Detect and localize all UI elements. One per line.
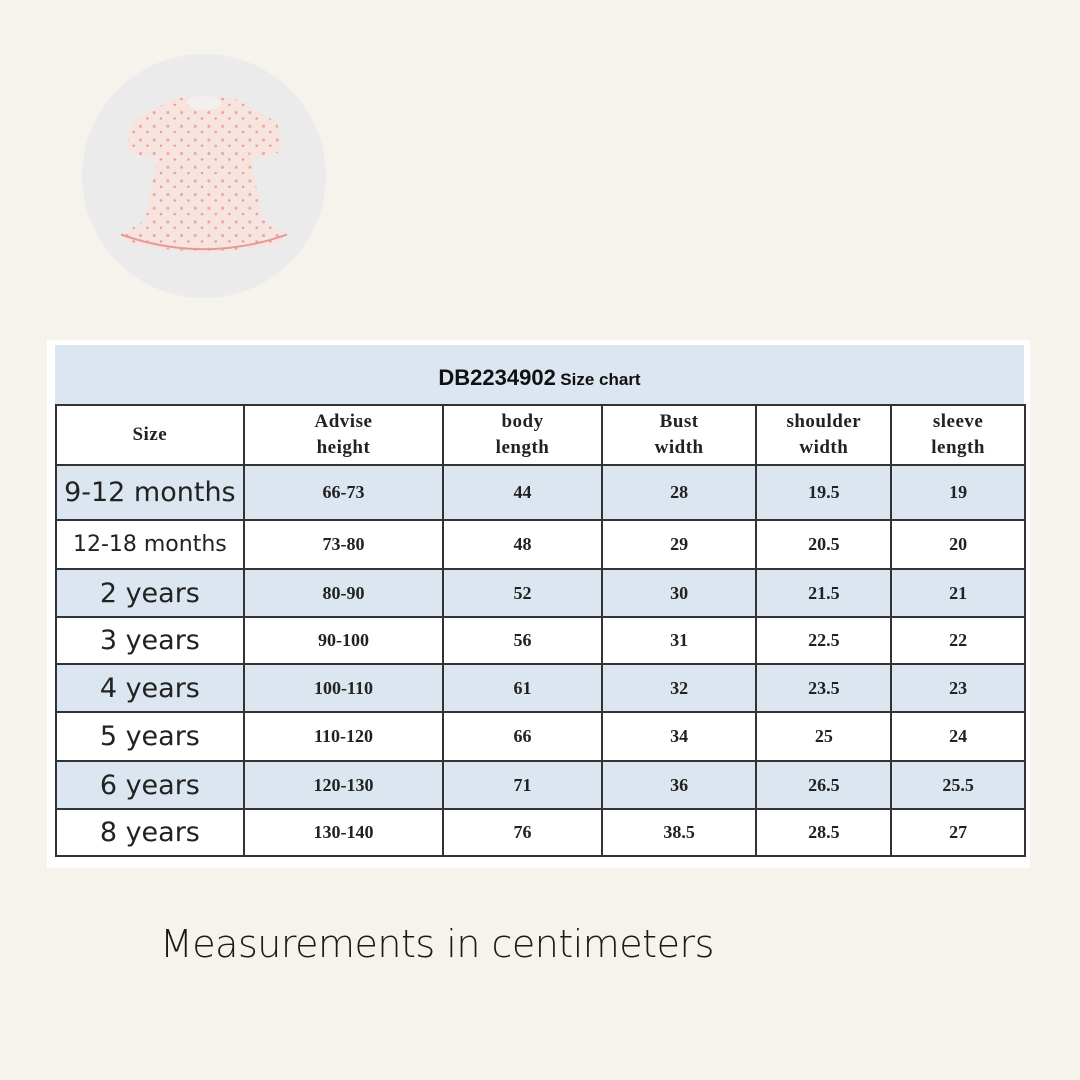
- size-cell: 4 years: [55, 663, 245, 713]
- column-header: sleeve length: [890, 404, 1026, 466]
- table-row: 12-18 months 73-80 48 29 20.5 20: [55, 519, 1026, 570]
- units-note: Measurements in centimeters: [160, 922, 714, 966]
- measurement-cell: 20.5: [755, 519, 893, 570]
- measurement-cell: 73-80: [242, 519, 445, 570]
- measurement-cell: 23.5: [755, 663, 893, 713]
- size-chart: DB2234902 Size chart Size Advise height bod…: [47, 340, 1030, 868]
- measurement-cell: 31: [600, 616, 758, 665]
- measurement-cell: 56: [442, 616, 603, 665]
- table-row: 4 years 100-110 61 32 23.5 23: [55, 663, 1026, 713]
- table-row: 9-12 months 66-73 44 28 19.5 19: [55, 464, 1026, 521]
- table-row: 3 years 90-100 56 31 22.5 22: [55, 616, 1026, 665]
- size-cell: 9-12 months: [55, 464, 245, 521]
- column-header-line: shoulder: [786, 411, 862, 432]
- column-header-line: Size: [132, 424, 168, 445]
- measurement-cell: 22.5: [755, 616, 893, 665]
- measurement-cell: 19: [890, 464, 1026, 521]
- table-row: 2 years 80-90 52 30 21.5 21: [55, 568, 1026, 618]
- column-header-line: height: [316, 437, 371, 458]
- measurement-cell: 27: [890, 808, 1026, 857]
- column-header-line: width: [799, 437, 849, 458]
- column-header-line: Advise: [314, 411, 373, 432]
- measurement-cell: 22: [890, 616, 1026, 665]
- product-photo: [82, 54, 326, 298]
- measurement-cell: 34: [600, 711, 758, 762]
- column-header: body length: [442, 404, 603, 466]
- measurement-cell: 44: [442, 464, 603, 521]
- column-header-line: width: [654, 437, 704, 458]
- measurement-cell: 38.5: [600, 808, 758, 857]
- measurement-cell: 21.5: [755, 568, 893, 618]
- measurement-cell: 28: [600, 464, 758, 521]
- table-row: 5 years 110-120 66 34 25 24: [55, 711, 1026, 762]
- column-header-line: body: [501, 411, 544, 432]
- column-header-line: length: [495, 437, 550, 458]
- measurement-cell: 80-90: [242, 568, 445, 618]
- measurement-cell: 130-140: [242, 808, 445, 857]
- measurement-cell: 32: [600, 663, 758, 713]
- column-header-line: length: [931, 437, 985, 458]
- measurement-cell: 26.5: [755, 760, 893, 810]
- column-header: Size: [55, 404, 245, 466]
- measurement-cell: 61: [442, 663, 603, 713]
- column-header-line: Bust: [659, 411, 699, 432]
- size-cell: 8 years: [55, 808, 245, 857]
- column-header: Bust width: [600, 404, 758, 466]
- size-cell: 5 years: [55, 711, 245, 762]
- measurement-cell: 100-110: [242, 663, 445, 713]
- chart-title-band: DB2234902 Size chart: [55, 345, 1024, 404]
- table-row: 6 years 120-130 71 36 26.5 25.5: [55, 760, 1026, 810]
- measurement-cell: 28.5: [755, 808, 893, 857]
- measurement-cell: 23: [890, 663, 1026, 713]
- column-header: shoulder width: [755, 404, 893, 466]
- measurement-cell: 25.5: [890, 760, 1026, 810]
- size-cell: 3 years: [55, 616, 245, 665]
- size-cell: 6 years: [55, 760, 245, 810]
- measurement-cell: 90-100: [242, 616, 445, 665]
- size-cell: 2 years: [55, 568, 245, 618]
- measurement-cell: 30: [600, 568, 758, 618]
- measurement-cell: 120-130: [242, 760, 445, 810]
- measurement-cell: 66-73: [242, 464, 445, 521]
- column-header: Advise height: [242, 404, 445, 466]
- measurement-cell: 20: [890, 519, 1026, 570]
- product-code: DB2234902: [438, 365, 556, 390]
- measurement-cell: 36: [600, 760, 758, 810]
- chart-subtitle: Size chart: [560, 370, 641, 389]
- measurement-cell: 76: [442, 808, 603, 857]
- measurement-cell: 24: [890, 711, 1026, 762]
- measurement-cell: 19.5: [755, 464, 893, 521]
- column-header-line: sleeve: [932, 411, 984, 432]
- measurement-cell: 29: [600, 519, 758, 570]
- measurement-cell: 21: [890, 568, 1026, 618]
- table-row: 8 years 130-140 76 38.5 28.5 27: [55, 808, 1026, 857]
- chart-title: DB2234902 Size chart: [55, 365, 1024, 391]
- measurement-cell: 71: [442, 760, 603, 810]
- measurement-cell: 52: [442, 568, 603, 618]
- size-cell: 12-18 months: [55, 519, 245, 570]
- measurement-cell: 66: [442, 711, 603, 762]
- size-table: Size Advise height body length Bust width shoul…: [55, 404, 1026, 857]
- measurement-cell: 48: [442, 519, 603, 570]
- measurement-cell: 25: [755, 711, 893, 762]
- dress-illustration: [120, 95, 288, 255]
- measurement-cell: 110-120: [242, 711, 445, 762]
